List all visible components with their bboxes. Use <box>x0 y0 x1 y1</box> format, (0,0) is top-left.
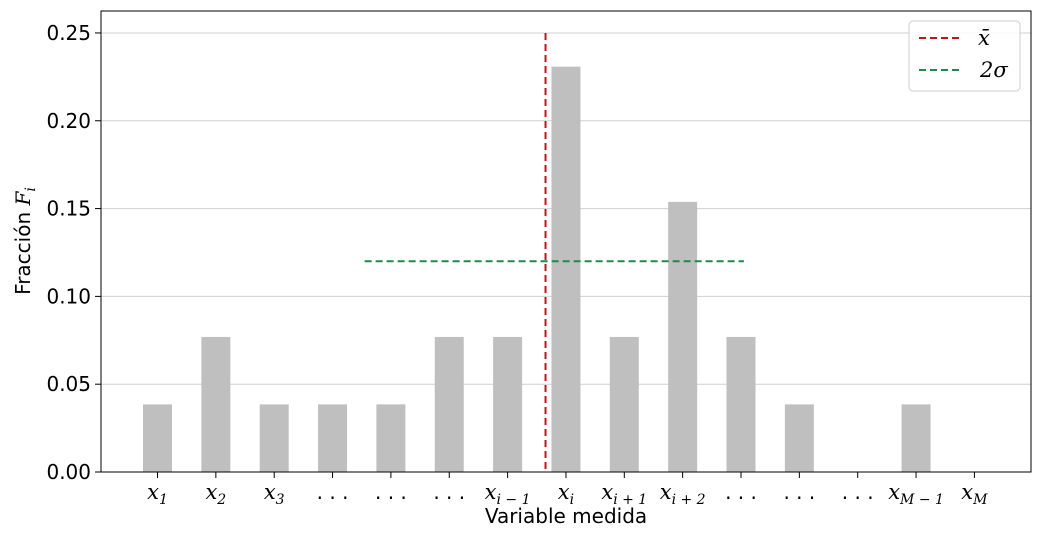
y-axis-label-sub: i <box>23 187 39 191</box>
x-tick-label: . . . <box>842 480 874 504</box>
x-tick-label: xi + 2 <box>660 480 706 508</box>
x-axis-label: Variable medida <box>485 504 647 528</box>
bar <box>318 404 348 472</box>
legend: x̄ 2σ <box>908 20 1021 92</box>
bar <box>784 404 814 472</box>
legend-mean-label: x̄ <box>978 26 990 50</box>
y-tick-label: 0.05 <box>46 372 91 396</box>
x-tick-label: . . . <box>433 480 465 504</box>
bar <box>551 66 581 473</box>
bar <box>259 404 289 472</box>
legend-sigma-label: 2σ <box>979 58 1008 82</box>
x-tick-label: xi + 1 <box>601 480 647 508</box>
x-tick-label: . . . <box>317 480 349 504</box>
bar <box>609 336 639 472</box>
x-tick-label: . . . <box>783 480 815 504</box>
x-tick-label: xM − 1 <box>888 480 944 508</box>
bar <box>376 404 406 472</box>
x-tick-label: x3 <box>264 480 285 508</box>
x-tick-label: xM <box>961 480 988 508</box>
bar <box>901 404 931 472</box>
bars <box>143 66 931 473</box>
bar <box>668 201 698 473</box>
y-axis-label-text: Fracción <box>11 206 35 295</box>
x-tick-label: x1 <box>147 480 168 508</box>
x-tick-label: xi − 1 <box>485 480 531 508</box>
bar <box>493 336 523 472</box>
y-axis-label-symbol: F <box>11 191 35 207</box>
y-axis: 0.00 0.05 0.10 0.15 0.20 0.25 <box>46 21 101 484</box>
y-tick-label: 0.00 <box>46 460 91 484</box>
y-tick-label: 0.25 <box>46 21 91 45</box>
y-axis-label: Fracción Fi <box>11 187 39 295</box>
x-tick-label: . . . <box>725 480 757 504</box>
bar <box>726 336 756 472</box>
x-axis: x1 x2 x3 . . . . . . . . . xi − 1 xi xi + 1 xi + … <box>147 472 988 508</box>
bar <box>143 404 172 472</box>
x-tick-label: xi <box>558 480 574 508</box>
x-tick-label: . . . <box>375 480 407 504</box>
y-tick-label: 0.15 <box>46 197 91 221</box>
bar <box>201 336 231 472</box>
y-tick-label: 0.10 <box>46 284 91 308</box>
y-tick-label: 0.20 <box>46 109 91 133</box>
bar <box>434 336 464 472</box>
x-tick-label: x2 <box>205 480 226 508</box>
reference-lines <box>364 32 744 472</box>
